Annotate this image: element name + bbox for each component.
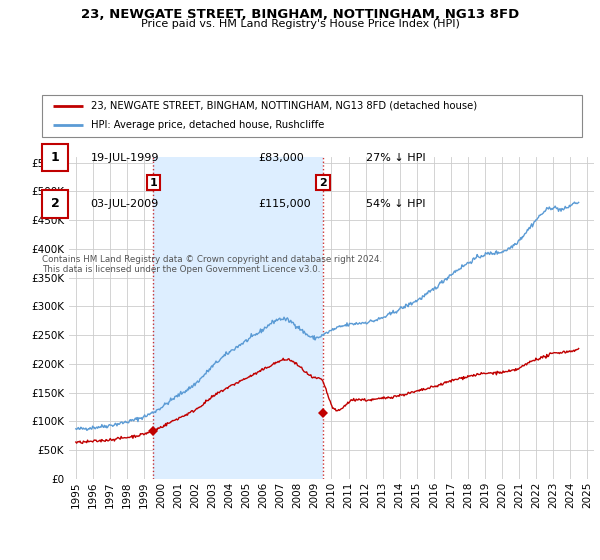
Text: 54% ↓ HPI: 54% ↓ HPI bbox=[366, 199, 425, 209]
Text: HPI: Average price, detached house, Rushcliffe: HPI: Average price, detached house, Rush… bbox=[91, 120, 324, 130]
Text: 27% ↓ HPI: 27% ↓ HPI bbox=[366, 153, 425, 162]
Text: 2: 2 bbox=[50, 197, 59, 211]
Text: £83,000: £83,000 bbox=[258, 153, 304, 162]
Text: 23, NEWGATE STREET, BINGHAM, NOTTINGHAM, NG13 8FD (detached house): 23, NEWGATE STREET, BINGHAM, NOTTINGHAM,… bbox=[91, 101, 477, 111]
Text: Contains HM Land Registry data © Crown copyright and database right 2024.
This d: Contains HM Land Registry data © Crown c… bbox=[42, 255, 382, 274]
Text: £115,000: £115,000 bbox=[258, 199, 311, 209]
Text: 19-JUL-1999: 19-JUL-1999 bbox=[91, 153, 159, 162]
FancyBboxPatch shape bbox=[42, 190, 68, 218]
FancyBboxPatch shape bbox=[42, 144, 68, 171]
Text: 23, NEWGATE STREET, BINGHAM, NOTTINGHAM, NG13 8FD: 23, NEWGATE STREET, BINGHAM, NOTTINGHAM,… bbox=[81, 8, 519, 21]
Text: Price paid vs. HM Land Registry's House Price Index (HPI): Price paid vs. HM Land Registry's House … bbox=[140, 19, 460, 29]
Text: 03-JUL-2009: 03-JUL-2009 bbox=[91, 199, 159, 209]
Text: 1: 1 bbox=[149, 178, 157, 188]
Bar bbox=[153, 157, 323, 479]
Text: 1: 1 bbox=[50, 151, 59, 164]
Text: 2: 2 bbox=[319, 178, 327, 188]
